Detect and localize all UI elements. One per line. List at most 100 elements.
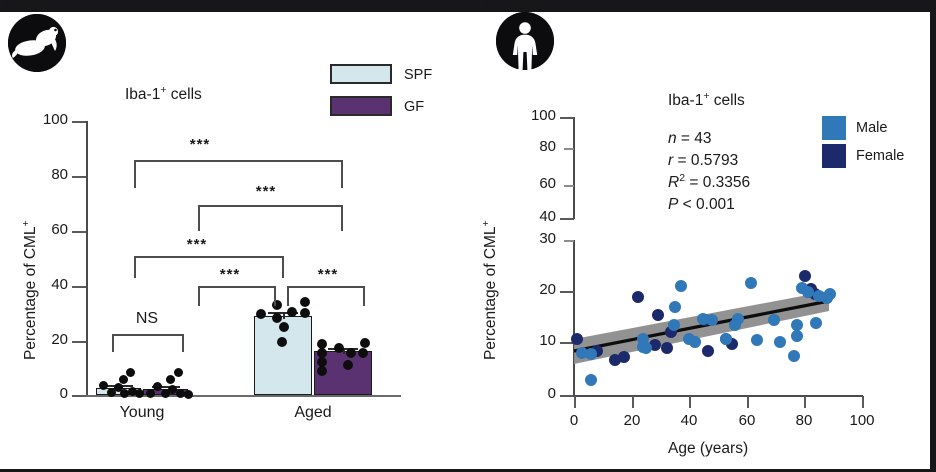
scatter-dot-male (689, 336, 701, 348)
y-axis-lower-human (573, 240, 575, 396)
plot-title-mouse: Iba-1+ cells (125, 83, 202, 104)
y-tick-label-0: 0 (547, 385, 556, 402)
data-dot (300, 297, 310, 307)
x-axis-baseline-mouse (86, 395, 401, 397)
scatter-dot-male (774, 336, 786, 348)
y-tick-label-20: 20 (51, 331, 68, 348)
sig-bracket-young-gf-aged-gf (198, 205, 343, 231)
scatter-dot-male (802, 286, 814, 298)
data-dot (99, 381, 108, 390)
data-dot (184, 390, 193, 399)
x-tick-label-20: 20 (623, 412, 641, 429)
data-dot (166, 375, 175, 384)
y-tick-label-60: 60 (539, 175, 556, 192)
scatter-dot-male (824, 288, 836, 300)
scatter-dot-female (571, 333, 583, 345)
scatter-dot-female (661, 342, 673, 354)
y-tick-label-20: 20 (539, 281, 556, 298)
scatter-dot-male (751, 334, 763, 346)
data-dot (317, 357, 327, 367)
scatter-dot-female (649, 339, 661, 351)
data-dot (343, 360, 353, 370)
errorbar-aged-spf-stem (283, 312, 285, 319)
legend-swatch-male (822, 116, 846, 140)
scatter-dot-male (788, 350, 800, 362)
x-tick-label-80: 80 (795, 412, 813, 429)
y-tick-40 (72, 286, 86, 288)
y-tick-label-80: 80 (539, 138, 556, 155)
data-dot (256, 309, 266, 319)
sig-label-aged-spf-aged-gf: *** (317, 266, 339, 283)
errorbar-aged-gf-stem (343, 348, 345, 354)
plot-title-superscript: + (160, 83, 167, 96)
sig-bracket-young-spf-aged-spf (134, 256, 284, 278)
data-dot (120, 389, 129, 398)
y-tick-label-40: 40 (51, 276, 68, 293)
scatter-dot-male (585, 374, 597, 386)
y-axis-label-human: Percentage of CML+ (479, 220, 499, 360)
scatter-dot-female (618, 351, 630, 363)
data-dot (174, 368, 183, 377)
regression-line (573, 299, 830, 353)
y-tick-20 (560, 291, 574, 293)
y-tick-label-0: 0 (59, 385, 68, 402)
y-tick-label-40: 40 (539, 208, 556, 225)
data-dot (153, 382, 162, 391)
stat-p: P < 0.001 (668, 196, 735, 213)
plot-title-main: Iba-1 (125, 86, 161, 103)
statistics-block: n = 43 r = 0.5793 R2 = 0.3356 P < 0.001 (668, 128, 750, 216)
sig-label-ns-young: NS (135, 310, 159, 327)
data-dot (279, 322, 289, 332)
scatter-dot-male (668, 319, 680, 331)
y-tick-100 (72, 121, 86, 123)
scatter-dot-male (640, 342, 652, 354)
legend-label-spf: SPF (404, 67, 433, 83)
sig-label-young-spf-aged-gf: *** (189, 136, 211, 153)
panel-letter-d: D (6, 0, 19, 15)
scatter-dot-male (669, 301, 681, 313)
scatter-dot-male (706, 314, 718, 326)
sig-label-young-spf-aged-spf: *** (186, 236, 208, 253)
scatter-dot-male (585, 348, 597, 360)
legend-label-male: Male (856, 120, 888, 136)
scatter-dot-female (702, 345, 714, 357)
y-tick-60 (72, 231, 86, 233)
x-category-label-young: Young (119, 404, 165, 421)
x-tick-0 (574, 396, 576, 408)
data-dot (119, 375, 128, 384)
data-dot (300, 308, 310, 318)
scatter-dot-female (799, 270, 811, 282)
x-tick-label-60: 60 (738, 412, 756, 429)
legend-label-gf: GF (404, 99, 425, 115)
stat-r: r = 0.5793 (668, 152, 739, 169)
y-tick-label-100: 100 (42, 111, 68, 128)
y-tick-0 (560, 395, 574, 397)
y-axis-upper-human (573, 117, 575, 219)
plot-title-human: Iba-1+ cells (668, 89, 745, 109)
scatter-dot-male (791, 319, 803, 331)
y-tick-30 (564, 240, 574, 242)
scatter-dot-female (632, 291, 644, 303)
errorbar-young-gf (152, 386, 180, 388)
y-tick-100 (560, 117, 574, 119)
y-tick-80 (564, 148, 574, 150)
mouse-icon (8, 14, 66, 72)
plot-title-tail: cells (166, 86, 202, 103)
data-dot (317, 348, 327, 358)
data-dot (277, 337, 287, 347)
sig-label-young-gf-aged-gf: *** (255, 183, 277, 200)
scatter-dot-male (720, 333, 732, 345)
panel-human-scatter-chart: E Iba-1+ cells Percentage of CML+ n = 43… (468, 0, 930, 472)
panel-mouse-bar-chart: D Iba-1+ cells Percentage of CML+ (6, 0, 433, 421)
data-dot (360, 338, 370, 348)
data-dot (168, 385, 177, 394)
sig-bracket-ns-young (112, 334, 184, 352)
y-tick-10 (560, 342, 574, 344)
stat-r2: R2 = 0.3356 (668, 171, 751, 191)
x-axis-human (573, 395, 863, 397)
legend-swatch-female (822, 144, 846, 168)
data-dot (135, 389, 144, 398)
x-tick-label-100: 100 (849, 412, 875, 429)
legend-swatch-gf (330, 96, 392, 116)
